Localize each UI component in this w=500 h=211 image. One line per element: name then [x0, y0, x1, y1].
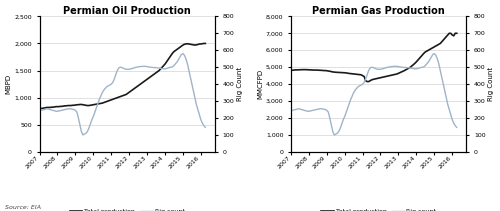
Y-axis label: MMCFPD: MMCFPD — [257, 69, 263, 99]
Title: Permian Gas Production: Permian Gas Production — [312, 5, 445, 16]
Legend: Total production, Rig count: Total production, Rig count — [68, 207, 187, 211]
Y-axis label: Rig Count: Rig Count — [237, 67, 243, 101]
Text: Source: EIA: Source: EIA — [5, 205, 41, 210]
Y-axis label: MBPD: MBPD — [6, 74, 12, 94]
Legend: Total production, Rig count: Total production, Rig count — [319, 207, 438, 211]
Title: Permian Oil Production: Permian Oil Production — [64, 5, 191, 16]
Y-axis label: Rig Count: Rig Count — [488, 67, 494, 101]
